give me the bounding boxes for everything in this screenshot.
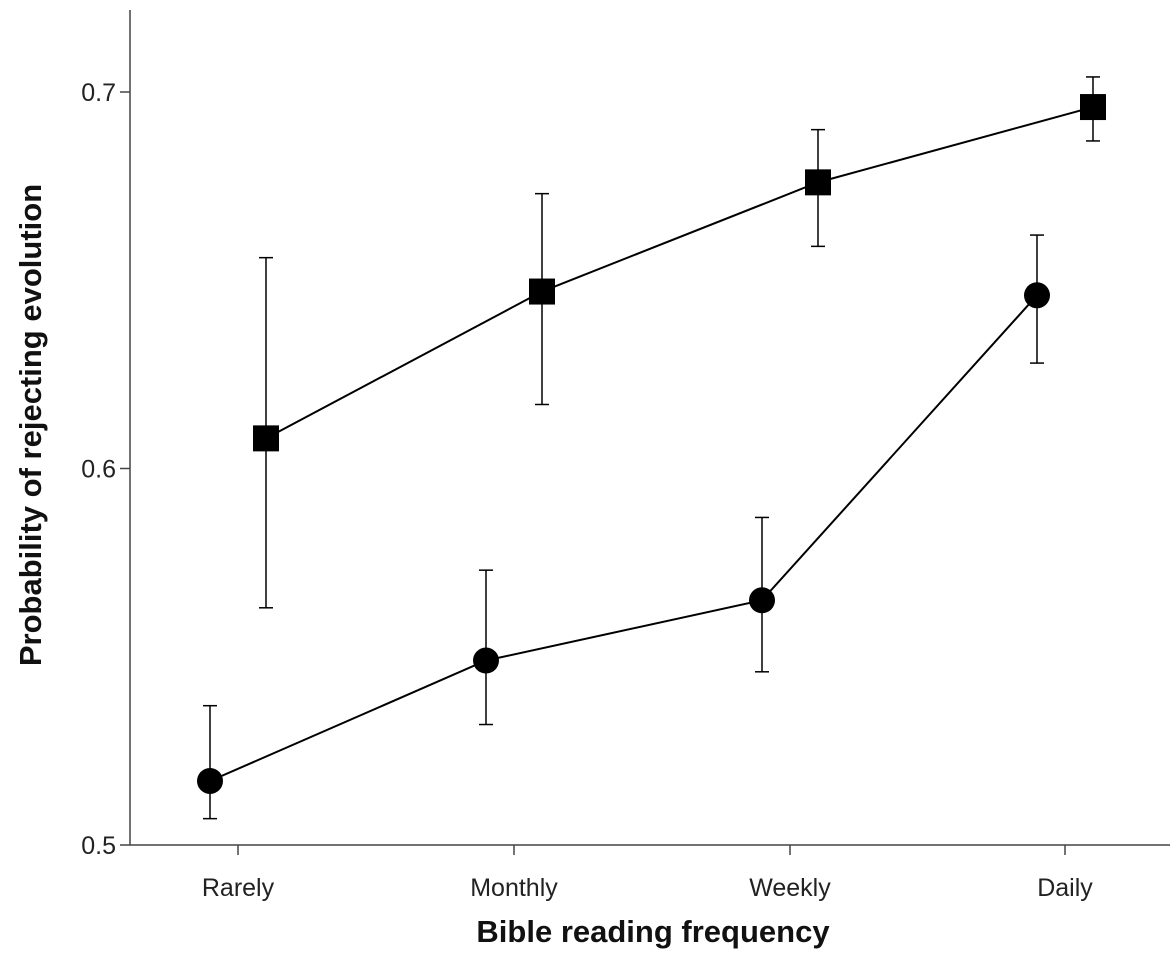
square-marker bbox=[529, 278, 555, 305]
y-tick-label: 0.6 bbox=[81, 456, 116, 484]
circle-marker bbox=[197, 767, 223, 794]
square-marker bbox=[253, 425, 279, 452]
circle-marker bbox=[749, 587, 775, 614]
series bbox=[197, 76, 1106, 820]
x-tick-label: Daily bbox=[1037, 874, 1093, 902]
circle-marker bbox=[473, 647, 499, 674]
series-line bbox=[265, 106, 1094, 440]
ticks: 0.5 0.6 0.7 Rarely Monthly Weekly Daily bbox=[81, 79, 1093, 902]
square-marker bbox=[1080, 94, 1106, 121]
x-tick-label: Rarely bbox=[202, 874, 275, 902]
axes bbox=[129, 10, 1170, 846]
x-tick-label: Monthly bbox=[470, 874, 558, 902]
series-2 bbox=[197, 234, 1050, 820]
y-axis-title: Probability of rejecting evolution bbox=[13, 184, 48, 666]
series-1 bbox=[253, 76, 1106, 609]
series-line bbox=[209, 294, 1038, 782]
y-tick-label: 0.7 bbox=[81, 79, 116, 107]
x-tick-label: Weekly bbox=[749, 874, 831, 902]
square-marker bbox=[805, 169, 831, 196]
y-tick-label: 0.5 bbox=[81, 832, 116, 860]
x-axis-title: Bible reading frequency bbox=[476, 914, 830, 949]
circle-marker bbox=[1024, 282, 1050, 309]
